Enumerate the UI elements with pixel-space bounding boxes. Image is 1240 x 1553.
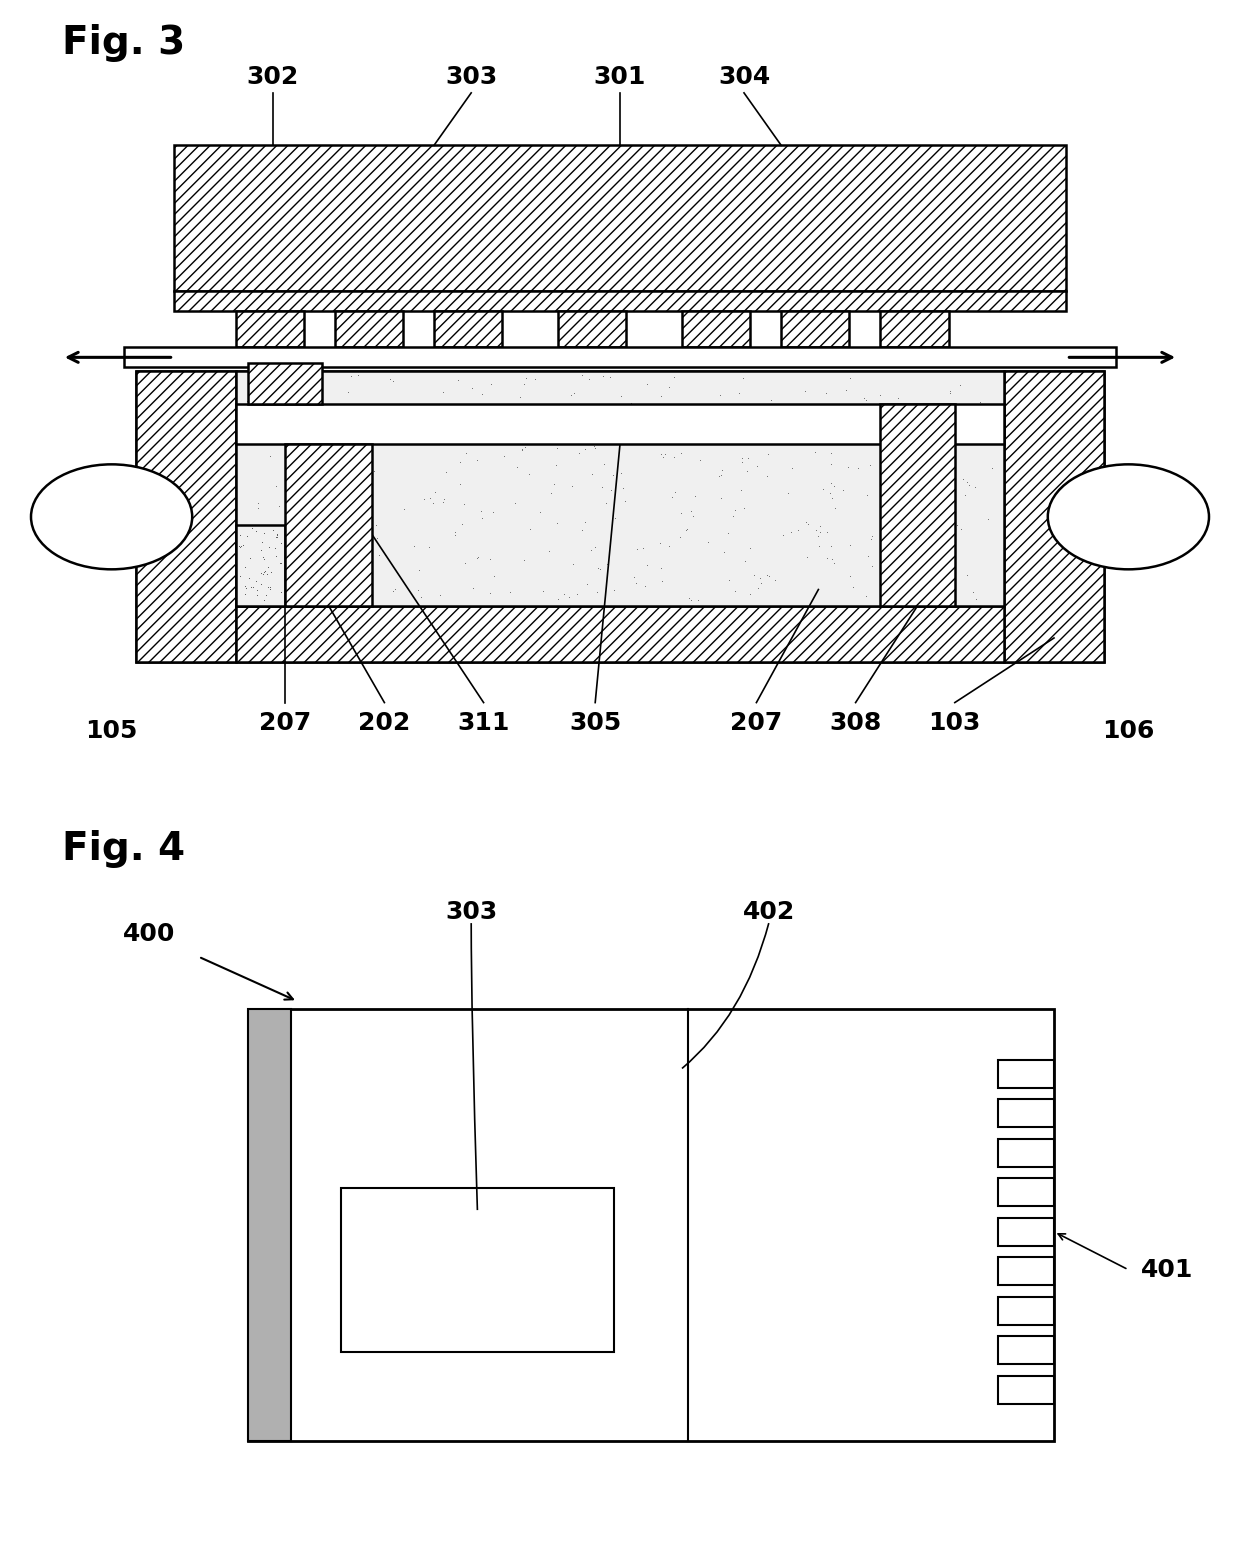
Bar [335, 311, 403, 348]
Text: Fig. 3: Fig. 3 [62, 25, 185, 62]
Bar [174, 146, 1066, 290]
Bar [558, 311, 626, 348]
Bar [1004, 371, 1104, 662]
Bar [998, 1336, 1054, 1365]
Text: 311: 311 [458, 711, 510, 735]
Bar [998, 1256, 1054, 1286]
Bar [998, 1100, 1054, 1127]
Bar [174, 290, 1066, 311]
Text: 106: 106 [1102, 719, 1154, 742]
Bar [682, 311, 750, 348]
Text: 207: 207 [259, 711, 311, 735]
Bar [434, 311, 502, 348]
Bar [236, 525, 285, 606]
Bar [998, 1297, 1054, 1325]
Text: 303: 303 [445, 899, 497, 924]
Bar [174, 290, 1066, 311]
Bar [341, 1188, 614, 1351]
Text: Fig. 4: Fig. 4 [62, 829, 185, 868]
Bar [136, 371, 236, 662]
Text: 105: 105 [86, 719, 138, 742]
Bar [880, 404, 955, 606]
Bar [434, 311, 502, 348]
Bar [998, 1179, 1054, 1207]
Bar [136, 371, 236, 662]
Bar [248, 363, 322, 404]
Bar [558, 311, 626, 348]
Bar [248, 1009, 291, 1441]
Bar [236, 606, 1004, 662]
Bar [998, 1138, 1054, 1166]
Text: 202: 202 [358, 711, 410, 735]
Bar [781, 311, 849, 348]
Text: 303: 303 [445, 65, 497, 89]
Bar [285, 444, 372, 606]
Bar [335, 311, 403, 348]
Bar [236, 311, 304, 348]
Bar [998, 1218, 1054, 1246]
Bar [236, 606, 1004, 662]
Bar [174, 146, 1066, 290]
Text: 207: 207 [730, 711, 782, 735]
Text: 402: 402 [743, 899, 795, 924]
Text: 308: 308 [830, 711, 882, 735]
Bar [248, 1009, 1054, 1441]
Text: 304: 304 [718, 65, 770, 89]
Bar [880, 311, 949, 348]
Bar [682, 311, 750, 348]
Bar [781, 311, 849, 348]
Text: 103: 103 [929, 711, 981, 735]
Bar [998, 1376, 1054, 1404]
Bar [248, 363, 322, 404]
Text: 400: 400 [123, 922, 175, 946]
Circle shape [31, 464, 192, 570]
Bar [136, 371, 1104, 662]
Text: 302: 302 [247, 65, 299, 89]
Text: 401: 401 [1141, 1258, 1193, 1281]
Circle shape [1048, 464, 1209, 570]
Text: 305: 305 [569, 711, 621, 735]
Bar [1004, 371, 1104, 662]
Bar [236, 311, 304, 348]
Text: 301: 301 [594, 65, 646, 89]
Bar [880, 404, 955, 606]
Bar [236, 404, 1004, 444]
Bar [236, 371, 1004, 606]
Bar [124, 348, 1116, 368]
Bar [880, 311, 949, 348]
Bar [285, 444, 372, 606]
Bar [998, 1059, 1054, 1087]
